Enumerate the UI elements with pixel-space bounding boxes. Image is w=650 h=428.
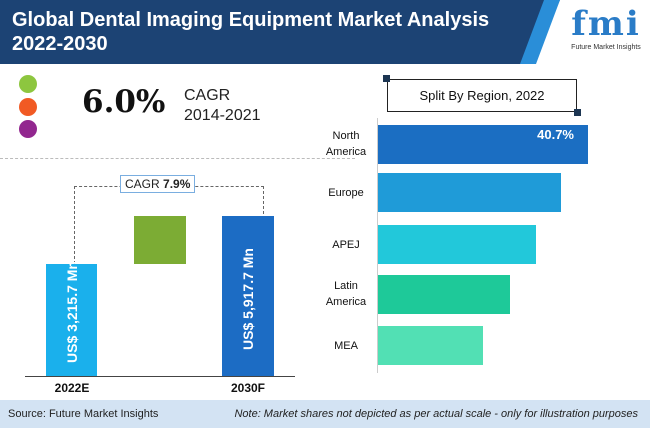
corner-marker bbox=[574, 109, 581, 116]
region-label: APEJ bbox=[332, 239, 360, 251]
region-label: North America bbox=[325, 130, 367, 158]
bar-2030f: US$ 5,917.7 Mn bbox=[222, 216, 274, 376]
cagr-label: CAGR bbox=[184, 87, 231, 104]
region-bar bbox=[378, 173, 561, 212]
divider bbox=[0, 158, 355, 159]
note-text: Note: Market shares not depicted as per … bbox=[234, 408, 638, 420]
purple-dot-icon bbox=[19, 120, 37, 138]
cagr-forecast-label: CAGR bbox=[125, 177, 160, 191]
logo-subtitle: Future Market Insights bbox=[571, 44, 641, 51]
region-chart-title: Split By Region, 2022 bbox=[387, 79, 577, 112]
x-axis bbox=[25, 376, 295, 377]
source-text: Source: Future Market Insights bbox=[8, 408, 159, 420]
region-bar bbox=[378, 225, 536, 264]
fmi-logo: fmi Future Market Insights bbox=[565, 4, 647, 62]
region-bar: 40.7% bbox=[378, 125, 588, 164]
orange-dot-icon bbox=[19, 98, 37, 116]
cagr-forecast-value: 7.9% bbox=[163, 177, 191, 191]
cagr-forecast-badge: CAGR 7.9% bbox=[120, 175, 196, 193]
corner-marker bbox=[383, 75, 390, 82]
x-tick-2022e: 2022E bbox=[54, 381, 90, 395]
green-dot-icon bbox=[19, 75, 37, 93]
region-data-label: 40.7% bbox=[537, 127, 574, 142]
logo-mark: fmi bbox=[571, 4, 641, 44]
y-axis bbox=[377, 118, 378, 373]
region-label: Latin America bbox=[325, 280, 367, 308]
cagr-historic-value: 6.0% bbox=[82, 84, 166, 120]
cagr-historic-label: CAGR 2014-2021 bbox=[184, 86, 261, 126]
x-tick-2030f: 2030F bbox=[230, 381, 266, 395]
region-bar bbox=[378, 326, 483, 365]
region-bar bbox=[378, 275, 510, 314]
cagr-period: 2014-2021 bbox=[184, 107, 261, 124]
region-label: Europe bbox=[328, 187, 364, 199]
region-label: MEA bbox=[334, 340, 358, 352]
page-title: Global Dental Imaging Equipment Market A… bbox=[12, 9, 490, 55]
header-banner bbox=[0, 0, 560, 64]
bar-2022e: US$ 3,215.7 Mn bbox=[46, 261, 97, 376]
bar-2030f-label: US$ 5,917.7 Mn bbox=[240, 248, 256, 350]
footer: Source: Future Market Insights Note: Mar… bbox=[0, 400, 650, 428]
growth-block bbox=[134, 216, 186, 264]
bar-2022e-label: US$ 3,215.7 Mn bbox=[64, 261, 80, 363]
